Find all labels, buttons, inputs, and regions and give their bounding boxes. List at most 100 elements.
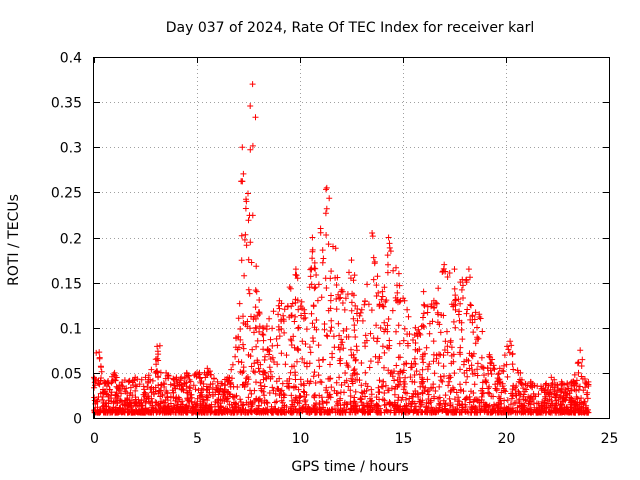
data-point	[419, 389, 426, 396]
data-point	[414, 330, 421, 337]
data-point	[142, 390, 149, 397]
data-point	[176, 396, 183, 403]
data-point	[520, 385, 527, 392]
data-point	[343, 326, 350, 332]
data-point	[312, 392, 318, 398]
data-point	[143, 398, 149, 405]
data-point	[483, 402, 490, 409]
plot-frame	[93, 57, 610, 419]
data-point	[288, 363, 295, 370]
data-point	[571, 371, 578, 378]
data-point	[549, 409, 555, 416]
data-point	[551, 376, 558, 383]
data-point	[311, 259, 318, 266]
data-point	[356, 312, 363, 319]
data-point	[247, 103, 254, 109]
data-point	[384, 322, 391, 329]
data-point	[249, 346, 256, 353]
data-point	[465, 357, 472, 364]
data-point	[474, 324, 480, 331]
x-tick-label: 25	[601, 431, 619, 447]
data-point	[293, 272, 300, 279]
data-point	[451, 386, 457, 393]
data-point	[316, 392, 323, 399]
data-point	[478, 354, 485, 361]
data-point	[336, 332, 343, 339]
y-tick-label: 0.1	[60, 322, 82, 338]
data-point	[323, 205, 330, 212]
data-point	[292, 406, 299, 413]
data-point	[467, 301, 474, 308]
data-point	[568, 387, 575, 394]
data-point	[200, 396, 207, 403]
data-point	[237, 396, 244, 403]
data-point	[242, 231, 249, 238]
data-point	[200, 409, 207, 416]
data-point	[395, 382, 402, 389]
data-point	[100, 386, 106, 393]
data-point	[457, 279, 464, 286]
data-point	[519, 408, 526, 415]
data-point	[485, 385, 492, 392]
data-point	[122, 399, 129, 406]
data-point	[447, 337, 454, 344]
data-point	[220, 408, 227, 415]
data-point	[384, 328, 391, 335]
data-point	[224, 395, 231, 402]
data-point	[281, 306, 288, 313]
data-point	[247, 146, 254, 153]
data-point	[500, 409, 507, 416]
data-point	[284, 303, 291, 309]
data-point	[451, 396, 458, 403]
data-point	[218, 380, 225, 387]
data-point	[240, 170, 247, 177]
data-point	[575, 409, 582, 416]
data-point	[433, 300, 440, 307]
data-point	[185, 397, 192, 404]
data-point	[273, 398, 280, 405]
data-point	[267, 336, 274, 343]
data-point	[482, 377, 489, 384]
data-point	[247, 407, 254, 414]
data-point	[442, 405, 449, 412]
data-point	[459, 336, 466, 343]
data-point	[486, 353, 493, 360]
data-point	[323, 384, 330, 391]
data-point	[445, 382, 452, 389]
data-point	[310, 406, 317, 413]
data-point	[260, 325, 267, 332]
data-point	[352, 376, 359, 383]
data-point	[164, 404, 171, 411]
data-point	[249, 81, 256, 88]
data-point	[379, 396, 386, 403]
data-point	[343, 360, 350, 367]
data-point	[375, 403, 382, 410]
data-point	[354, 347, 360, 354]
data-point	[160, 380, 167, 387]
data-point	[453, 389, 460, 396]
data-point	[359, 317, 366, 324]
data-point	[562, 389, 568, 396]
data-point	[575, 386, 582, 393]
data-point	[460, 295, 466, 301]
data-point	[368, 307, 375, 314]
data-point	[163, 407, 170, 414]
data-point	[232, 344, 239, 351]
data-point	[548, 398, 555, 404]
data-point	[540, 385, 547, 392]
data-point	[411, 408, 418, 415]
data-point	[380, 378, 387, 385]
data-point	[96, 349, 103, 356]
data-point	[560, 395, 566, 402]
data-point	[384, 252, 391, 259]
data-point	[479, 364, 486, 371]
data-point	[497, 395, 504, 402]
data-point	[251, 329, 257, 336]
data-point	[511, 400, 518, 407]
data-point	[488, 360, 495, 367]
data-point	[133, 400, 140, 406]
data-point	[110, 404, 117, 411]
data-point	[367, 330, 374, 337]
data-point	[444, 343, 451, 350]
data-point	[512, 387, 519, 393]
